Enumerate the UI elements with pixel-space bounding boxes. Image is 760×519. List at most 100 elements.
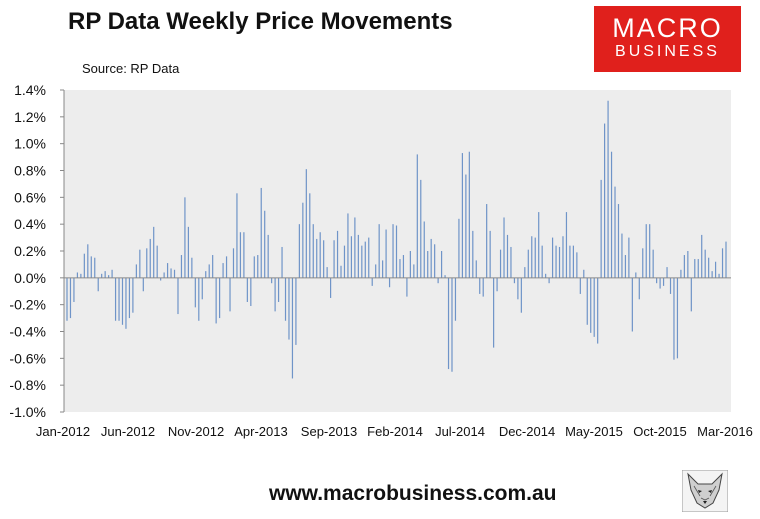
bar [517,277,519,300]
bar [413,264,415,278]
bar [142,277,144,292]
bar [628,237,630,278]
bar [361,245,363,278]
bar [409,251,411,278]
bar [281,246,283,278]
bar [170,268,172,278]
bar [336,230,339,278]
bar [541,245,543,278]
bar [177,277,179,315]
bar [274,277,276,312]
bar [579,277,581,294]
bar [565,212,568,278]
bar [350,236,353,278]
bar [499,249,502,278]
bar [132,277,134,313]
bar [205,271,207,278]
x-tick-label: May-2015 [565,424,623,439]
bar [378,224,380,278]
x-tick-label: Jun-2012 [101,424,155,439]
bar [267,234,269,278]
y-tick-label: -0.8% [9,377,46,393]
bar [555,245,557,278]
bar [538,212,540,278]
bar [465,174,467,278]
bar [225,256,228,278]
bar [423,221,425,278]
bar [291,277,294,379]
bar [375,264,377,278]
bar [662,277,665,286]
bar [392,224,394,278]
bar [461,153,463,278]
bar [482,277,484,297]
plot-area [64,90,731,412]
bar [371,277,373,286]
bar [83,253,85,278]
bar [458,218,460,278]
bar [180,255,183,278]
bar [323,240,325,278]
bar [583,269,585,278]
x-tick-label: Dec-2014 [499,424,555,439]
bar [90,256,92,278]
bar [212,255,214,278]
bar [590,277,592,333]
logo-line-1: MACRO [612,13,723,43]
bar [302,202,304,278]
y-tick-label: 0.8% [14,163,46,179]
bar [271,277,273,284]
bar [506,234,509,278]
bar [66,277,68,321]
y-tick-label: -0.4% [9,324,46,340]
bar [427,251,429,278]
bar [572,245,574,278]
bar [208,264,210,278]
bar [593,277,595,337]
bar [76,272,79,278]
x-tick-label: Oct-2015 [633,424,686,439]
y-tick-label: 0.4% [14,216,46,232]
bar [493,277,495,348]
bar [721,248,724,278]
bar [118,277,120,321]
bar [94,257,96,278]
bar [444,275,446,278]
bar [652,249,654,278]
x-tick-label: Feb-2014 [367,424,423,439]
bar [253,256,255,278]
bar [330,277,332,298]
bar [694,259,696,278]
bar [656,277,658,284]
x-tick-label: Mar-2016 [697,424,753,439]
bar [649,224,651,278]
bar [437,277,439,284]
bar [666,267,668,278]
bar [399,259,401,278]
bar [600,179,602,278]
x-tick-label: Jul-2014 [435,424,485,439]
bar [156,245,158,278]
bar [534,237,536,278]
bar [149,238,151,278]
source-label: Source: RP Data [82,61,180,76]
bar [621,233,623,278]
bar [447,277,450,370]
bar [101,273,103,278]
bar [69,277,72,319]
y-tick-label: -0.2% [9,297,46,313]
bar [388,277,391,288]
bar [697,259,699,278]
x-tick-label: Nov-2012 [168,424,224,439]
bar [551,237,554,278]
y-tick-label: 1.0% [14,136,46,152]
macrobusiness-logo: MACRO BUSINESS [594,6,741,72]
bar [382,260,384,278]
bar [319,232,321,278]
bar [513,277,516,284]
bar [503,217,505,278]
logo-line-2: BUSINESS [615,43,720,60]
bar [496,277,498,292]
bar [524,267,526,278]
bar [288,277,290,340]
